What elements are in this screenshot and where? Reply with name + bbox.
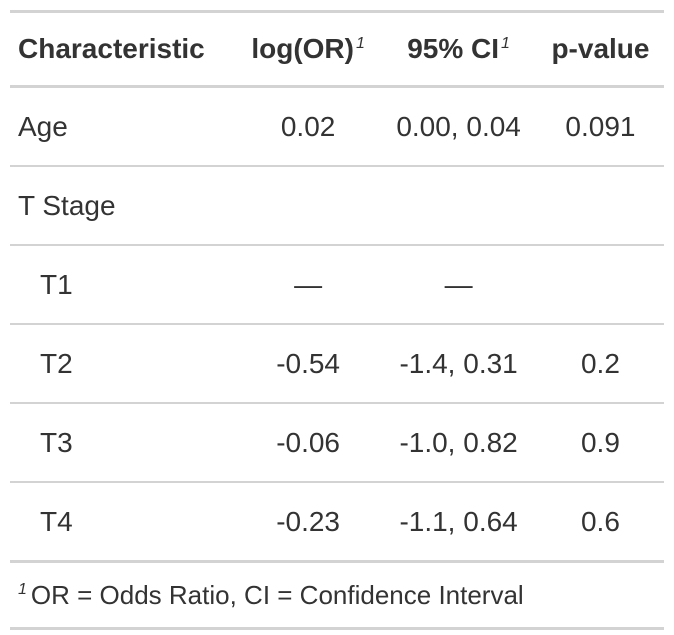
cell-estimate: -0.06 — [235, 403, 381, 483]
table-row-age: Age 0.02 0.00, 0.04 0.091 — [10, 86, 664, 167]
header-ci: 95% CI 1 — [380, 12, 537, 87]
header-pvalue-label: p-value — [551, 33, 650, 64]
cell-ci: — — [380, 245, 537, 325]
footnote-marker: 1 — [501, 34, 510, 52]
cell-ci — [380, 166, 537, 246]
header-characteristic: Characteristic — [10, 12, 236, 87]
cell-ci: -1.4, 0.31 — [380, 324, 537, 404]
table-header: Characteristic log(OR) 1 95% CI 1 p-value — [10, 11, 664, 87]
header-estimate-label: log(OR) — [251, 33, 354, 64]
row-label: T1 — [10, 245, 236, 325]
header-row: Characteristic log(OR) 1 95% CI 1 p-value — [10, 11, 664, 87]
cell-pvalue: 0.091 — [536, 86, 664, 167]
header-pvalue: p-value — [537, 12, 664, 87]
footnote: 1 OR = Odds Ratio, CI = Confidence Interv… — [10, 561, 664, 630]
cell-estimate: — — [235, 245, 381, 325]
table-footer: 1 OR = Odds Ratio, CI = Confidence Interv… — [10, 561, 664, 630]
table-body: Age 0.02 0.00, 0.04 0.091 T Stage T1 — —… — [10, 86, 664, 563]
cell-pvalue: 0.9 — [536, 403, 664, 483]
footnote-text: OR = Odds Ratio, CI = Confidence Interva… — [30, 579, 524, 610]
cell-ci: -1.0, 0.82 — [380, 403, 537, 483]
cell-pvalue: 0.6 — [536, 482, 664, 563]
row-label: T4 — [10, 482, 236, 563]
footnote-mark: 1 — [18, 580, 27, 598]
table-row-t3: T3 -0.06 -1.0, 0.82 0.9 — [10, 403, 664, 483]
table-row-t2: T2 -0.54 -1.4, 0.31 0.2 — [10, 324, 664, 404]
cell-estimate: -0.23 — [235, 482, 381, 563]
regression-table: Characteristic log(OR) 1 95% CI 1 p-value … — [10, 10, 664, 630]
cell-estimate — [235, 166, 381, 246]
table-row-t1: T1 — — — [10, 245, 664, 325]
cell-pvalue — [536, 166, 664, 246]
footnote-row: 1 OR = Odds Ratio, CI = Confidence Interv… — [10, 561, 664, 630]
cell-pvalue: 0.2 — [536, 324, 664, 404]
table-row-t-stage: T Stage — [10, 166, 664, 246]
regression-table-container: Characteristic log(OR) 1 95% CI 1 p-value … — [10, 10, 664, 630]
row-label: T3 — [10, 403, 236, 483]
header-characteristic-label: Characteristic — [18, 33, 205, 64]
table-row-t4: T4 -0.23 -1.1, 0.64 0.6 — [10, 482, 664, 563]
cell-estimate: 0.02 — [235, 86, 381, 167]
cell-ci: -1.1, 0.64 — [380, 482, 537, 563]
header-ci-label: 95% CI — [407, 33, 500, 64]
row-label: T2 — [10, 324, 236, 404]
cell-pvalue — [536, 245, 664, 325]
row-label: T Stage — [10, 166, 236, 246]
row-label: Age — [10, 86, 236, 167]
header-estimate: log(OR) 1 — [236, 12, 380, 87]
cell-estimate: -0.54 — [235, 324, 381, 404]
footnote-marker: 1 — [355, 34, 365, 52]
cell-ci: 0.00, 0.04 — [380, 86, 537, 167]
